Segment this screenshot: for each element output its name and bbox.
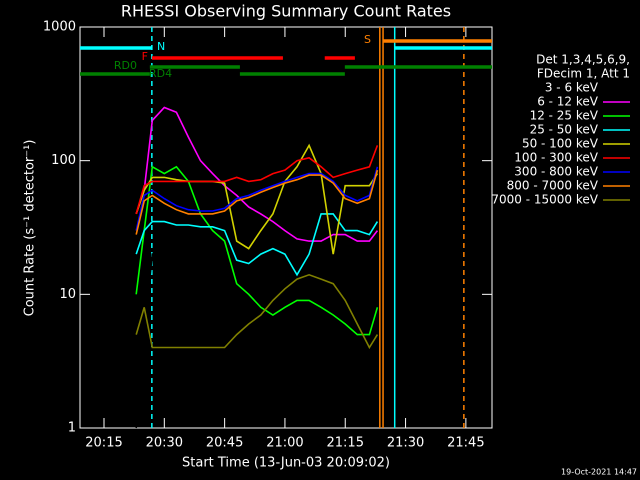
legend-label: 800 - 7000 keV [507, 179, 599, 193]
legend-label: 6 - 12 keV [537, 95, 599, 109]
x-tick-label: 21:30 [387, 436, 424, 451]
series-line [135, 166, 379, 231]
series-line [135, 169, 379, 235]
legend-label: 3 - 6 keV [545, 81, 599, 95]
flag-label: N [157, 40, 165, 53]
flag-label: S [364, 33, 371, 46]
legend-label: 300 - 800 keV [514, 165, 598, 179]
y-tick-label: 10 [59, 287, 76, 302]
series-line [135, 253, 379, 429]
legend-label: 12 - 25 keV [530, 109, 599, 123]
y-tick-label: 1000 [43, 20, 76, 35]
x-tick-label: 20:30 [146, 436, 183, 451]
legend-label: 50 - 100 keV [522, 137, 599, 151]
x-tick-label: 20:15 [85, 436, 122, 451]
x-tick-label: 21:15 [327, 436, 364, 451]
series-line [135, 106, 379, 242]
y-tick-label: 1 [68, 421, 76, 436]
series-line [135, 165, 379, 336]
legend-header: FDecim 1, Att 1 [537, 67, 630, 81]
chart-title: RHESSI Observing Summary Count Rates [121, 2, 451, 21]
legend-label: 25 - 50 keV [530, 123, 599, 137]
legend-label: 100 - 300 keV [514, 151, 598, 165]
footer: 19-Oct-2021 14:47 [561, 468, 637, 477]
flag-label: RD0 [114, 59, 137, 72]
legend-header: Det 1,3,4,5,6,9, [536, 53, 630, 67]
y-axis-label: Count Rate (s⁻¹ detector⁻¹) [23, 140, 38, 317]
x-tick-label: 21:00 [266, 436, 303, 451]
x-axis-label: Start Time (13-Jun-03 20:09:02) [182, 456, 390, 471]
flag-label: F [142, 50, 148, 63]
series-line [135, 143, 379, 255]
x-tick-label: 21:45 [447, 436, 484, 451]
y-tick-label: 100 [51, 153, 76, 168]
plot-frame [79, 26, 493, 429]
flag-label: RD4 [149, 67, 172, 80]
series-line [135, 273, 379, 350]
x-tick-label: 20:45 [206, 436, 243, 451]
legend-label: 7000 - 15000 keV [491, 193, 598, 207]
series-line [135, 145, 379, 215]
